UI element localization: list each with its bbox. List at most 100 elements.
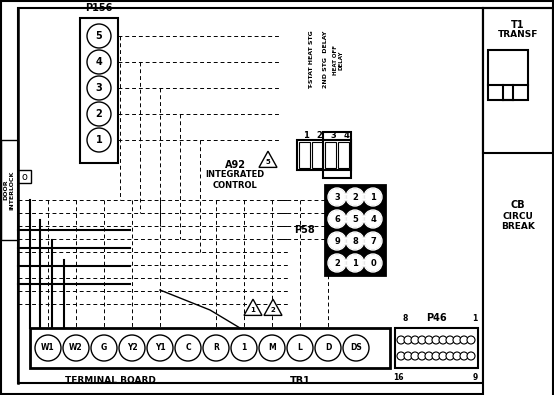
Text: 16: 16 xyxy=(393,373,403,382)
Text: M: M xyxy=(268,344,276,352)
Text: 3: 3 xyxy=(96,83,102,93)
Circle shape xyxy=(328,210,346,228)
Text: R: R xyxy=(213,344,219,352)
Circle shape xyxy=(63,335,89,361)
Text: 4: 4 xyxy=(96,57,102,67)
Circle shape xyxy=(346,254,364,272)
Circle shape xyxy=(397,336,405,344)
Circle shape xyxy=(432,336,440,344)
Text: 4: 4 xyxy=(370,214,376,224)
Text: P46: P46 xyxy=(426,313,447,323)
Text: T-STAT HEAT STG: T-STAT HEAT STG xyxy=(310,30,315,89)
Circle shape xyxy=(328,232,346,250)
Circle shape xyxy=(329,255,345,271)
Circle shape xyxy=(439,336,447,344)
Circle shape xyxy=(418,336,426,344)
Text: 1: 1 xyxy=(96,135,102,145)
Circle shape xyxy=(175,335,201,361)
Circle shape xyxy=(397,352,405,360)
Text: 1: 1 xyxy=(473,314,478,323)
Circle shape xyxy=(411,352,419,360)
Text: 4: 4 xyxy=(343,130,350,139)
Bar xyxy=(338,142,349,168)
Bar xyxy=(299,142,310,168)
Circle shape xyxy=(328,188,346,206)
Polygon shape xyxy=(244,299,262,315)
Text: P58: P58 xyxy=(294,225,315,235)
Circle shape xyxy=(203,335,229,361)
Circle shape xyxy=(453,336,461,344)
Circle shape xyxy=(425,336,433,344)
Text: A92: A92 xyxy=(224,160,245,170)
Circle shape xyxy=(411,336,419,344)
Text: 5: 5 xyxy=(265,159,270,165)
Text: 2: 2 xyxy=(334,258,340,267)
Circle shape xyxy=(365,189,381,205)
Bar xyxy=(80,18,118,163)
Text: 1: 1 xyxy=(352,258,358,267)
Circle shape xyxy=(343,335,369,361)
Circle shape xyxy=(91,335,117,361)
Circle shape xyxy=(346,188,364,206)
Circle shape xyxy=(425,352,433,360)
Text: 2: 2 xyxy=(96,109,102,119)
Bar xyxy=(323,132,351,178)
Text: DOOR
INTERLOCK: DOOR INTERLOCK xyxy=(3,170,14,210)
Circle shape xyxy=(147,335,173,361)
Text: 2ND STG  DELAY: 2ND STG DELAY xyxy=(322,30,327,88)
Circle shape xyxy=(365,233,381,249)
Text: 9: 9 xyxy=(473,373,478,382)
Circle shape xyxy=(364,188,382,206)
Circle shape xyxy=(453,352,461,360)
Circle shape xyxy=(347,211,363,227)
Text: BREAK: BREAK xyxy=(501,222,535,231)
Text: TB1: TB1 xyxy=(290,376,310,386)
Text: 8: 8 xyxy=(352,237,358,246)
Text: CB: CB xyxy=(511,200,525,210)
Text: o: o xyxy=(22,171,28,181)
Bar xyxy=(312,142,323,168)
Text: 1: 1 xyxy=(370,192,376,201)
Circle shape xyxy=(87,50,111,74)
Text: L: L xyxy=(297,344,302,352)
Text: T1: T1 xyxy=(511,20,525,30)
Text: 6: 6 xyxy=(334,214,340,224)
Circle shape xyxy=(259,335,285,361)
Text: TERMINAL BOARD: TERMINAL BOARD xyxy=(65,376,156,385)
Circle shape xyxy=(329,189,345,205)
Circle shape xyxy=(347,233,363,249)
Circle shape xyxy=(119,335,145,361)
Text: D: D xyxy=(325,344,331,352)
Circle shape xyxy=(329,211,345,227)
Circle shape xyxy=(87,76,111,100)
Circle shape xyxy=(346,210,364,228)
Text: W2: W2 xyxy=(69,344,83,352)
Text: W1: W1 xyxy=(41,344,55,352)
Text: 1: 1 xyxy=(242,344,247,352)
Bar xyxy=(325,185,385,275)
Text: 0: 0 xyxy=(370,258,376,267)
Text: TRANSF: TRANSF xyxy=(498,30,538,39)
Circle shape xyxy=(467,352,475,360)
Text: 1: 1 xyxy=(250,307,255,313)
Text: DS: DS xyxy=(350,344,362,352)
Bar xyxy=(18,170,31,183)
Text: 1: 1 xyxy=(303,130,309,139)
Bar xyxy=(30,328,390,368)
Text: CIRCU: CIRCU xyxy=(502,212,534,221)
Text: 2: 2 xyxy=(352,192,358,201)
Circle shape xyxy=(315,335,341,361)
Circle shape xyxy=(460,336,468,344)
Text: 2: 2 xyxy=(316,130,322,139)
Text: Y2: Y2 xyxy=(127,344,137,352)
Circle shape xyxy=(87,24,111,48)
Circle shape xyxy=(365,211,381,227)
Bar xyxy=(325,142,336,168)
Text: 3: 3 xyxy=(334,192,340,201)
Circle shape xyxy=(439,352,447,360)
Text: 3: 3 xyxy=(330,130,336,139)
Text: 9: 9 xyxy=(334,237,340,246)
Bar xyxy=(483,8,553,153)
Circle shape xyxy=(364,254,382,272)
Circle shape xyxy=(35,335,61,361)
